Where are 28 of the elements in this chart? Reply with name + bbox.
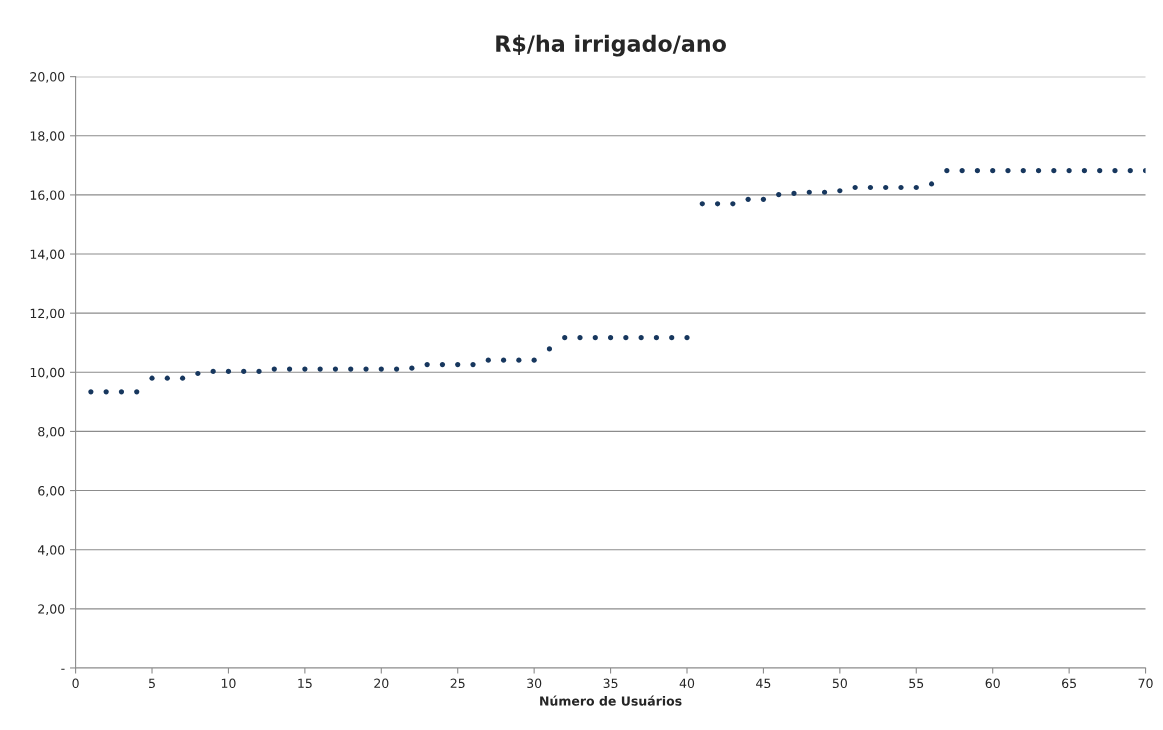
x-tick-label: 15	[298, 678, 312, 689]
y-tick-label: 2,00	[38, 604, 65, 616]
y-tick-label: 20,00	[30, 72, 65, 83]
x-tick-label: 45	[756, 678, 771, 689]
y-tick-label: 8,00	[38, 426, 65, 438]
y-tick-label: -	[61, 668, 65, 670]
x-tick-label: 10	[221, 678, 236, 689]
x-axis-title: Número de Usuários	[540, 695, 682, 706]
x-tick-label: 5	[149, 678, 155, 689]
chart-title: R$/ha irrigado/ano	[496, 34, 726, 57]
x-tick-label: 50	[832, 678, 847, 689]
y-tick-label: 10,00	[30, 367, 65, 379]
x-tick-label: 25	[450, 678, 465, 689]
x-tick-label: 55	[909, 678, 924, 689]
x-tick-label: 20	[374, 678, 389, 689]
x-tick-label: 0	[72, 678, 79, 689]
y-tick-label: 4,00	[37, 545, 65, 556]
x-tick-label: 60	[985, 678, 1000, 689]
y-tick-label: 14,00	[30, 249, 65, 261]
y-tick-label: 18,00	[30, 131, 65, 142]
y-tick-label: 6,00	[38, 486, 65, 497]
x-tick-label: 35	[603, 678, 618, 689]
y-tick-label: 16,00	[30, 190, 65, 202]
x-tick-label: 70	[1138, 678, 1153, 689]
x-tick-label: 30	[527, 678, 542, 689]
y-tick-label: 12,00	[30, 308, 65, 320]
x-tick-label: 40	[679, 678, 695, 689]
x-tick-label: 65	[1062, 678, 1076, 689]
